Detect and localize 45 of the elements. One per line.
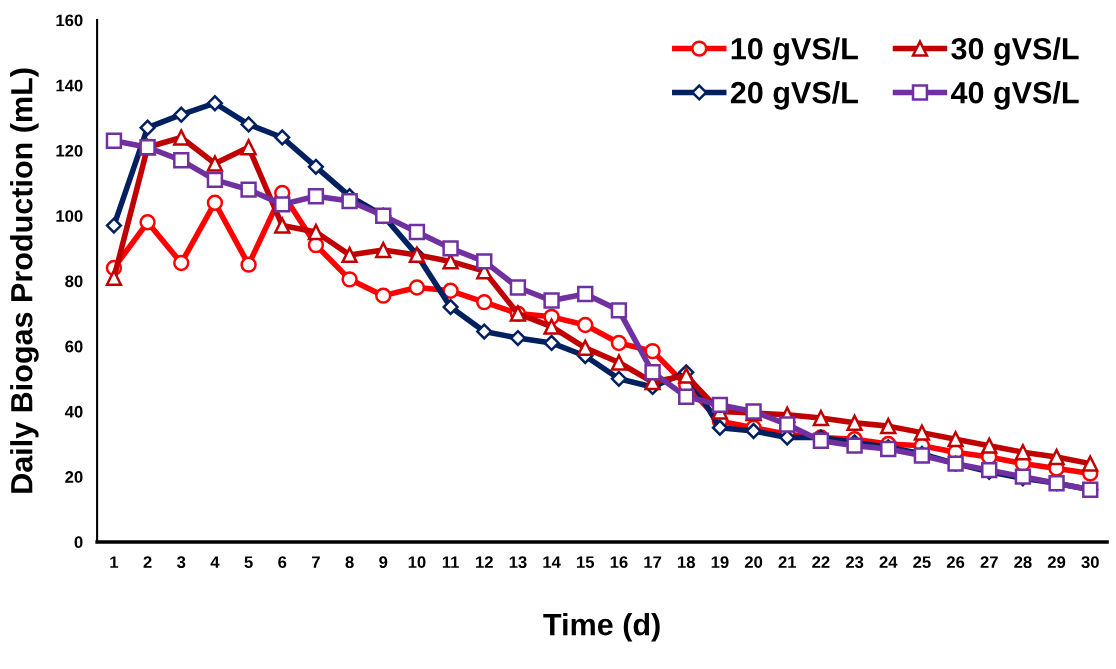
x-tick-label: 10: [408, 556, 426, 569]
y-tick-label: 60: [65, 340, 83, 353]
x-tick-label: 13: [509, 556, 527, 569]
y-tick-label: 160: [56, 14, 83, 27]
y-tick-label: 20: [65, 471, 83, 483]
x-tick-label: 29: [1047, 556, 1066, 569]
legend-label: 20 gVS/L: [730, 81, 858, 110]
legend-label: 10 gVS/L: [731, 37, 858, 66]
x-tick-label: 3: [177, 556, 186, 569]
x-tick-label: 27: [980, 556, 998, 568]
y-tick-label: 120: [56, 144, 83, 157]
x-tick-label: 28: [1014, 556, 1032, 569]
x-tick-label: 20: [744, 556, 763, 569]
x-tick-label: 14: [543, 556, 561, 568]
legend-label: 30 gVS/L: [951, 37, 1079, 66]
y-tick-label: 100: [56, 210, 83, 222]
x-tick-label: 16: [610, 556, 628, 569]
x-tick-label: 26: [946, 556, 965, 569]
x-tick-label: 2: [143, 556, 152, 568]
x-tick-label: 21: [778, 556, 797, 568]
x-tick-label: 7: [312, 556, 320, 568]
x-tick-label: 25: [913, 556, 931, 569]
legend-label: 40 gVS/L: [950, 81, 1079, 110]
x-tick-label: 9: [379, 556, 388, 569]
x-tick-label: 11: [442, 556, 459, 568]
y-axis-title: Daily Biogas Production (mL): [10, 68, 39, 493]
y-tick-label: 80: [65, 275, 83, 288]
x-tick-label: 6: [278, 556, 287, 569]
y-tick-label: 40: [64, 405, 83, 418]
y-tick-label: 140: [56, 79, 83, 92]
x-tick-label: 5: [244, 556, 253, 569]
y-tick-label: 0: [74, 536, 83, 549]
x-tick-label: 15: [577, 556, 595, 569]
x-tick-label: 19: [711, 556, 729, 569]
x-tick-label: 12: [476, 556, 493, 568]
x-tick-label: 24: [879, 556, 898, 568]
x-tick-label: 1: [110, 556, 119, 568]
x-tick-label: 23: [845, 556, 864, 569]
x-tick-label: 30: [1081, 556, 1099, 569]
x-tick-label: 18: [678, 556, 696, 569]
x-tick-label: 8: [345, 556, 354, 569]
x-tick-label: 4: [210, 556, 220, 568]
x-tick-label: 17: [644, 556, 662, 568]
x-tick-label: 22: [812, 556, 830, 568]
x-axis-title: Time (d): [543, 612, 660, 642]
